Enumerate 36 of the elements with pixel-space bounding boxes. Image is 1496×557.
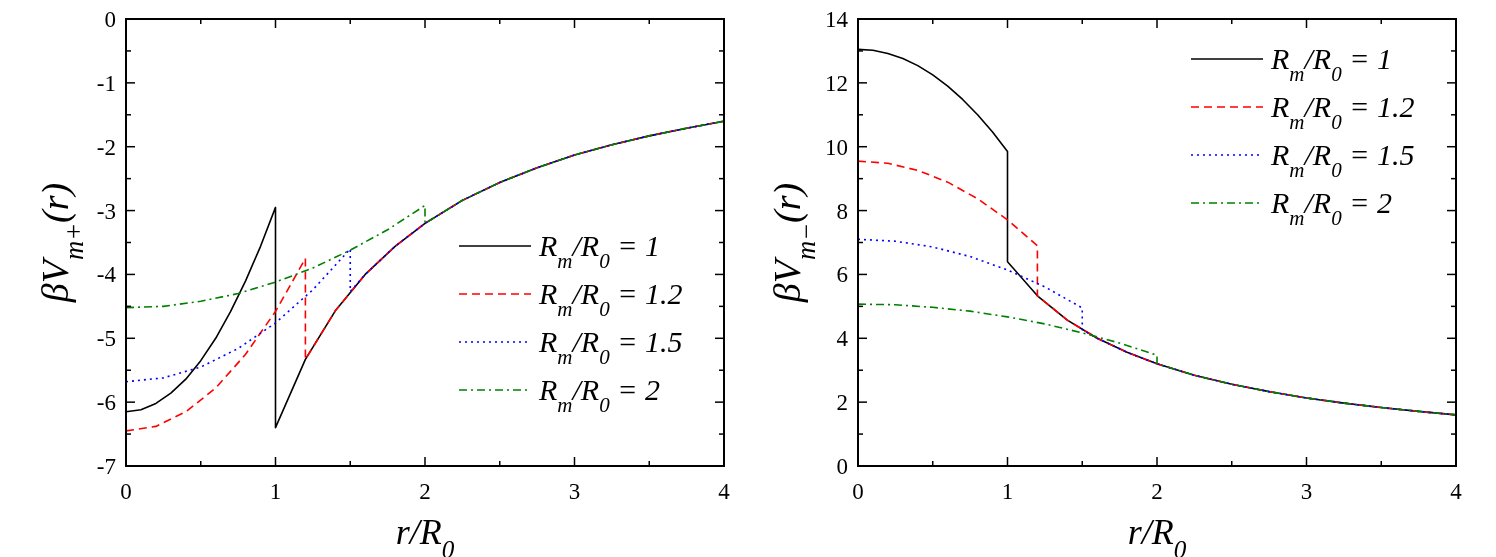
legend-label: R$_{m}$/R$_{0}$ = 1.5 xyxy=(1270,138,1415,182)
y-tick-label: 12 xyxy=(825,70,848,96)
y-tick-label: 6 xyxy=(836,262,848,288)
y-tick-label: -2 xyxy=(96,134,116,160)
legend-label: R$_{m}$/R$_{0}$ = 1.5 xyxy=(538,325,683,369)
x-tick-label: 1 xyxy=(1001,479,1014,504)
y-tick-label: 14 xyxy=(825,7,849,32)
x-axis-title: r/R$_{0}$ xyxy=(1127,512,1187,557)
y-tick-label: 4 xyxy=(836,326,849,352)
legend-label: R$_{m}$/R$_{0}$ = 1 xyxy=(1270,42,1392,86)
y-tick-label: 10 xyxy=(825,134,848,160)
legend-label: R$_{m}$/R$_{0}$ = 1.2 xyxy=(1270,90,1415,134)
x-tick-label: 3 xyxy=(568,479,581,504)
legend-label: R$_{m}$/R$_{0}$ = 2 xyxy=(1270,186,1392,230)
x-tick-label: 3 xyxy=(1300,479,1313,504)
y-tick-label: 0 xyxy=(104,7,116,32)
y-tick-label: -6 xyxy=(96,390,116,416)
y-tick-label: -1 xyxy=(96,70,116,96)
y-tick-label: 2 xyxy=(836,390,848,416)
x-tick-label: 0 xyxy=(120,479,132,504)
x-axis-title: r/R$_{0}$ xyxy=(395,512,455,557)
y-tick-label: 0 xyxy=(836,454,848,479)
y-tick-label: 8 xyxy=(836,198,848,224)
x-tick-label: 1 xyxy=(269,479,282,504)
x-tick-label: 4 xyxy=(718,479,731,504)
line-series xyxy=(858,303,1456,416)
y-tick-label: -5 xyxy=(96,326,116,352)
legend-label: R$_{m}$/R$_{0}$ = 1 xyxy=(538,229,660,273)
y-tick-label: -4 xyxy=(96,262,117,288)
legend-label: R$_{m}$/R$_{0}$ = 2 xyxy=(538,373,660,417)
x-tick-label: 2 xyxy=(419,479,431,504)
x-tick-label: 2 xyxy=(1151,479,1163,504)
y-tick-label: -7 xyxy=(96,454,116,479)
legend-label: R$_{m}$/R$_{0}$ = 1.2 xyxy=(538,277,683,321)
y-tick-label: -3 xyxy=(96,198,116,224)
x-tick-label: 4 xyxy=(1450,479,1463,504)
